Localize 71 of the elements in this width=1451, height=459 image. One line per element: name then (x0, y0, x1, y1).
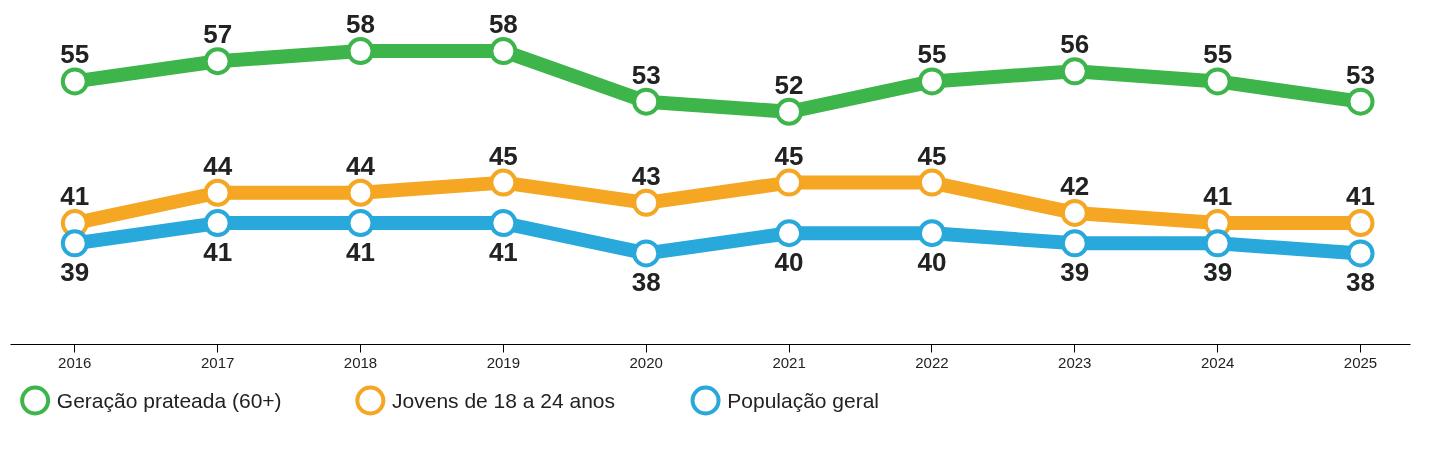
data-label: 40 (917, 247, 947, 278)
point (1203, 67, 1232, 96)
data-label: 44 (346, 150, 376, 181)
data-label: 57 (203, 19, 233, 50)
point (1203, 229, 1232, 258)
x-tick-label: 2016 (58, 353, 92, 371)
data-label: 55 (917, 39, 947, 70)
point (917, 219, 946, 248)
x-tick-label: 2019 (486, 353, 521, 371)
data-label: 39 (60, 257, 90, 288)
point (1060, 57, 1089, 86)
point (917, 168, 946, 197)
point (60, 67, 89, 96)
point (489, 209, 518, 238)
x-tick-label: 2018 (343, 353, 378, 371)
point (346, 178, 375, 207)
point (489, 168, 518, 197)
x-tick-label: 2021 (772, 353, 806, 371)
point (775, 97, 804, 126)
point (632, 87, 661, 116)
point (346, 37, 375, 66)
point (60, 229, 89, 258)
data-label: 56 (1060, 29, 1090, 60)
data-label: 41 (346, 237, 375, 268)
data-label: 40 (774, 247, 804, 278)
x-tick-label: 2024 (1200, 353, 1235, 371)
point (775, 219, 804, 248)
x-tick-label: 2022 (915, 353, 949, 371)
legend-label: Geração prateada (60+) (56, 389, 282, 412)
data-label: 55 (60, 39, 90, 70)
point (203, 47, 232, 76)
data-label: 53 (1346, 59, 1375, 90)
x-tick-label: 2020 (629, 353, 663, 371)
point (1346, 209, 1375, 238)
data-label: 42 (1060, 170, 1090, 201)
legend-label: Jovens de 18 a 24 anos (392, 389, 616, 412)
point (632, 239, 661, 268)
data-label: 58 (346, 9, 375, 40)
data-label: 39 (1203, 257, 1233, 288)
data-label: 39 (1060, 257, 1090, 288)
data-label: 44 (203, 150, 233, 181)
point (203, 209, 232, 238)
data-label: 38 (1346, 267, 1375, 298)
data-label: 41 (1203, 181, 1233, 212)
x-tick-label: 2017 (200, 353, 235, 371)
x-tick-label: 2023 (1058, 353, 1092, 371)
legend-label: População geral (727, 389, 880, 412)
data-label: 41 (488, 237, 518, 268)
data-label: 45 (488, 140, 518, 171)
data-label: 38 (631, 267, 661, 298)
data-label: 41 (60, 181, 90, 212)
point (1346, 239, 1375, 268)
point (346, 209, 375, 238)
point (203, 178, 232, 207)
point (775, 168, 804, 197)
data-label: 43 (631, 160, 661, 191)
data-label: 58 (488, 9, 518, 40)
data-label: 53 (631, 59, 661, 90)
point (632, 188, 661, 217)
point (1060, 198, 1089, 227)
data-label: 45 (917, 140, 947, 171)
x-tick-label: 2025 (1343, 353, 1378, 371)
point (489, 37, 518, 66)
data-label: 52 (774, 69, 804, 100)
point (1346, 87, 1375, 116)
data-label: 45 (774, 140, 804, 171)
data-label: 41 (1346, 181, 1375, 212)
point (917, 67, 946, 96)
data-label: 41 (203, 237, 233, 268)
point (1060, 229, 1089, 258)
data-label: 55 (1203, 39, 1233, 70)
